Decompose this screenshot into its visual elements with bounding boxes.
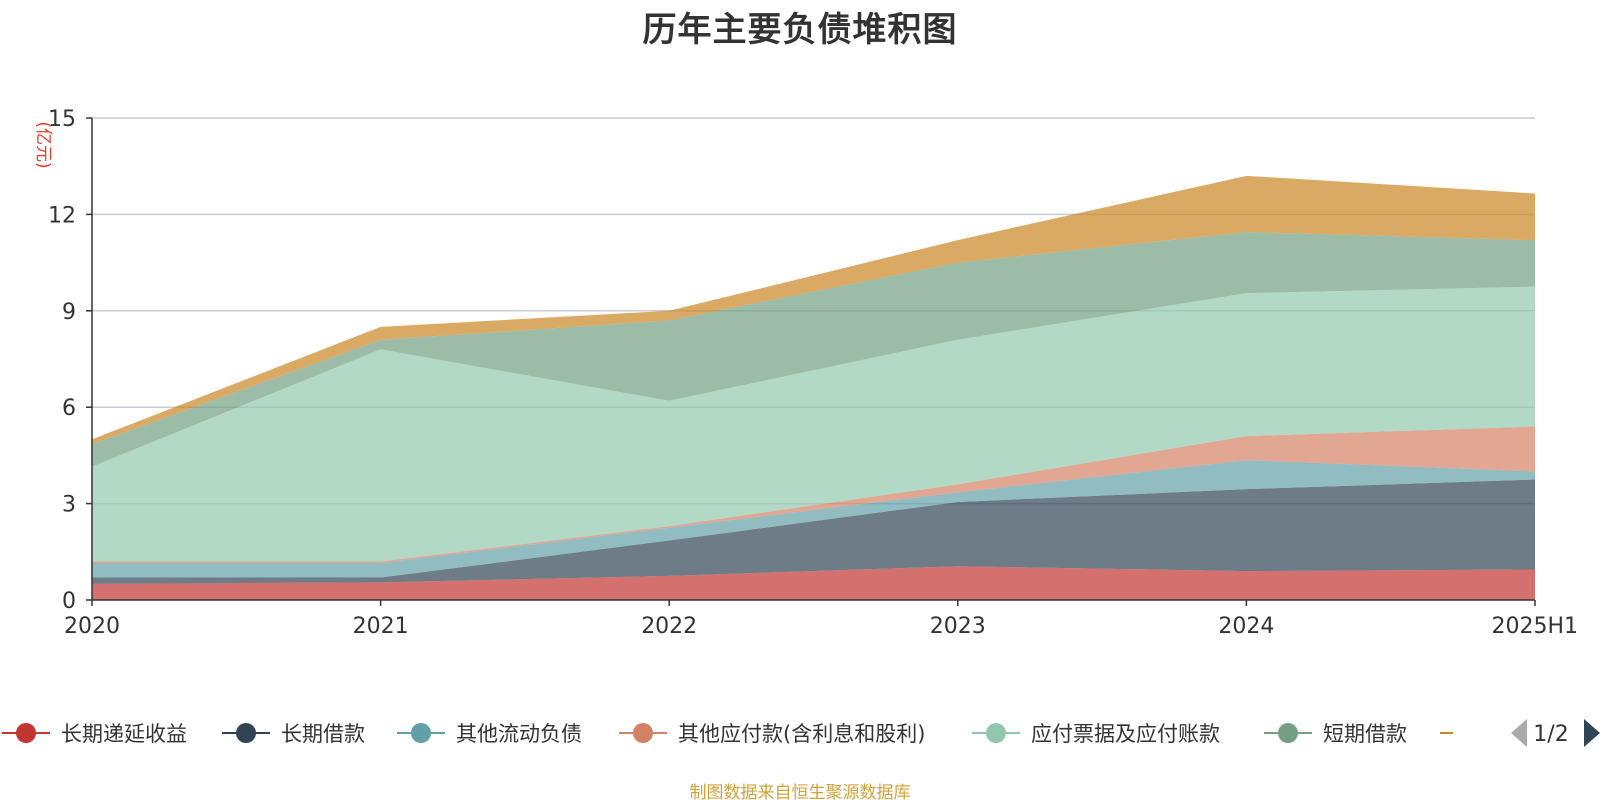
y-tick-label: 9 (62, 300, 76, 325)
area-series-4 (92, 426, 1535, 564)
legend-item-4[interactable]: 其他应付款(含利息和股利) (619, 722, 925, 746)
x-tick-label: 2023 (930, 614, 986, 639)
x-tick-label: 2020 (64, 614, 120, 639)
y-tick-label: 3 (62, 493, 76, 518)
legend-item-1[interactable]: 长期递延收益 (2, 722, 187, 746)
legend-page-indicator: 1/2 (1533, 722, 1568, 747)
legend-label: 短期借款 (1323, 722, 1407, 746)
legend-label: 长期借款 (281, 722, 365, 746)
legend-label: 长期递延收益 (61, 722, 187, 746)
y-tick-label: 0 (62, 589, 76, 614)
x-tick-label: 2022 (641, 614, 697, 639)
area-series-5 (92, 286, 1535, 562)
legend-item-2[interactable]: 长期借款 (222, 722, 365, 746)
area-series-2 (92, 479, 1535, 584)
legend-next-icon[interactable] (1584, 719, 1600, 747)
legend-label: 其他流动负债 (456, 722, 582, 746)
legend-circle-icon (411, 723, 431, 743)
y-ticks: 0 3 6 9 12 15 (48, 107, 92, 614)
legend-circle-icon (986, 723, 1006, 743)
area-series-3 (92, 460, 1535, 578)
legend-item-5[interactable]: 应付票据及应付账款 (972, 722, 1220, 746)
legend-overflow-mask (1453, 712, 1513, 756)
legend[interactable]: 长期递延收益 长期借款 其他流动负债 其他应付款(含利息和股利) 应付票据及应付账款 短期… (2, 712, 1513, 756)
y-tick-label: 6 (62, 396, 76, 421)
legend-label: 其他应付款(含利息和股利) (678, 722, 925, 746)
source-note: 制图数据来自恒生聚源数据库 (689, 783, 911, 803)
legend-circle-icon (633, 723, 653, 743)
legend-circle-icon (1278, 723, 1298, 743)
legend-item-3[interactable]: 其他流动负债 (397, 722, 582, 746)
area-series-6 (92, 232, 1535, 467)
area-series-layer (92, 175, 1535, 600)
y-tick-label: 12 (48, 203, 76, 228)
legend-pager: 1/2 (1511, 719, 1600, 747)
x-tick-label: 2024 (1218, 614, 1274, 639)
y-unit-label: (亿元) (33, 121, 53, 168)
x-tick-label: 2025H1 (1491, 614, 1578, 639)
legend-label: 应付票据及应付账款 (1031, 722, 1220, 746)
chart-title: 历年主要负债堆积图 (642, 10, 958, 50)
x-ticks: 2020 2021 2022 2023 2024 2025H1 (64, 600, 1578, 639)
area-series-1 (92, 566, 1535, 600)
legend-item-6[interactable]: 短期借款 (1264, 722, 1407, 746)
y-tick-label: 15 (48, 107, 76, 132)
legend-circle-icon (16, 723, 36, 743)
legend-circle-icon (236, 723, 256, 743)
area-series-7 (92, 175, 1535, 445)
x-tick-label: 2021 (353, 614, 409, 639)
legend-prev-icon[interactable] (1511, 719, 1527, 747)
axes (91, 118, 1535, 601)
